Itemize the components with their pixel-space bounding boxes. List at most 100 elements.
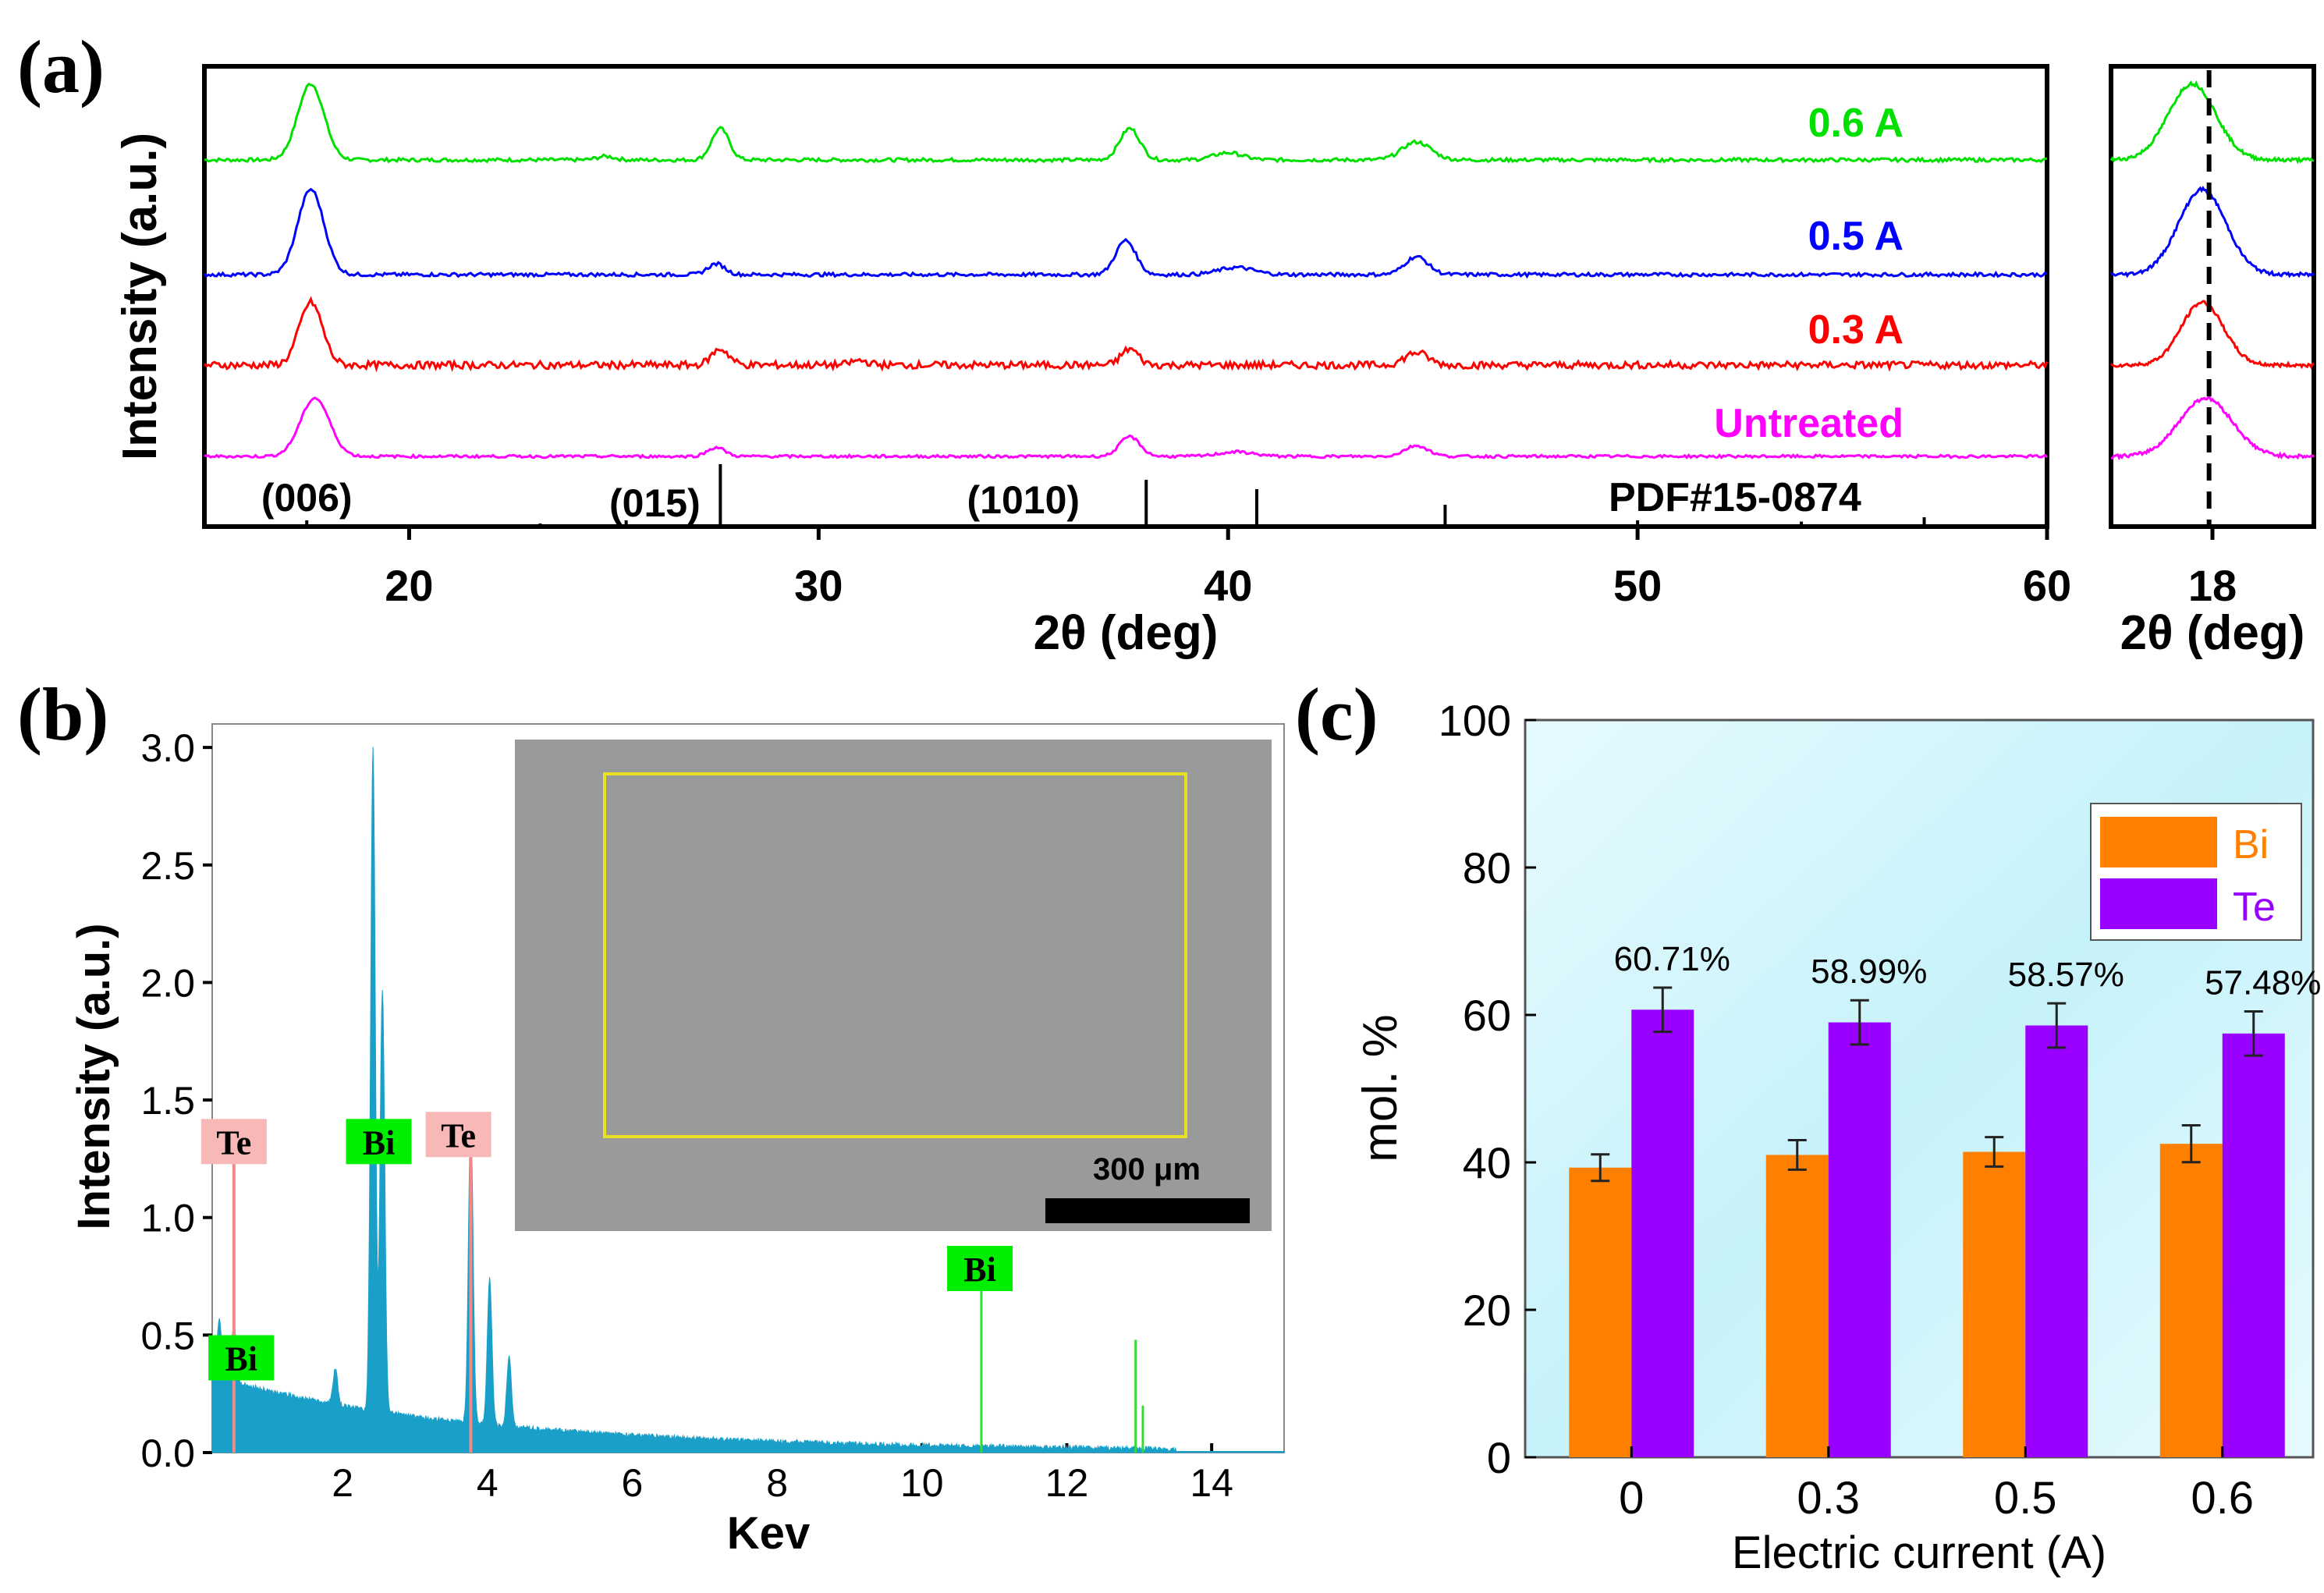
x-tick-label: 4 — [477, 1461, 499, 1505]
element-label-bg — [208, 1335, 275, 1381]
value-label: 58.57% — [2008, 956, 2124, 994]
y-tick-label: 20 — [1463, 1286, 1511, 1335]
panel-a-zoom-frame — [2109, 64, 2316, 529]
panel-a-ylabel: Intensity (a.u.) — [113, 133, 167, 460]
y-tick-label: 3.0 — [140, 726, 195, 770]
x-tick-label: 20 — [385, 561, 433, 610]
panel-a-xlabel: 2θ (deg) — [1034, 606, 1219, 660]
y-tick-label: 1.0 — [140, 1197, 195, 1240]
legend-label-te: Te — [2233, 885, 2276, 930]
value-label: 57.48% — [2205, 963, 2321, 1002]
bar-bi — [2159, 1144, 2223, 1457]
zoom-curve-2 — [2110, 300, 2315, 370]
x-tick-label: 40 — [1204, 561, 1252, 610]
element-label-te: Te — [441, 1116, 476, 1155]
panel-a-zoom-x-axis: 18 — [2188, 527, 2237, 610]
zoom-curve-3 — [2110, 396, 2315, 461]
peak-label: (015) — [609, 481, 701, 525]
bar-bi — [1569, 1167, 1632, 1457]
y-tick-label: 2.5 — [140, 844, 195, 888]
xrd-series: 0.6 A 0.5 A 0.3 A Untreated — [203, 82, 2049, 459]
x-tick-label: 0.3 — [1797, 1473, 1860, 1524]
zoom-curve-0 — [2109, 80, 2315, 165]
peak-label: (1010) — [967, 478, 1080, 522]
x-tick-label: 0.6 — [2191, 1473, 2254, 1524]
y-tick-label: 80 — [1463, 843, 1511, 892]
x-tick-label: 18 — [2188, 561, 2237, 610]
x-tick-label: 0.5 — [1994, 1473, 2057, 1524]
x-tick-label: 0 — [1619, 1473, 1644, 1524]
y-tick-label: 1.5 — [140, 1079, 195, 1123]
panel-b-y-axis: 0.0 0.5 1.0 1.5 2.0 2.5 3.0 — [140, 726, 212, 1475]
y-tick-label: 40 — [1463, 1138, 1511, 1187]
xrd-curve-1 — [203, 187, 2048, 279]
element-label-bi: Bi — [363, 1123, 396, 1162]
y-tick-label: 0.0 — [140, 1432, 195, 1475]
x-tick-label: 6 — [622, 1461, 644, 1505]
legend-swatch-bi — [2100, 817, 2217, 867]
zoom-curve-1 — [2110, 186, 2315, 279]
bar-te — [1631, 1009, 1694, 1457]
x-tick-label: 60 — [2023, 561, 2071, 610]
pdf-reference-label: PDF#15-0874 — [1609, 475, 1861, 520]
bar-te — [1828, 1022, 1891, 1457]
value-label: 58.99% — [1811, 953, 1927, 991]
x-tick-label: 2 — [332, 1461, 353, 1505]
x-tick-label: 8 — [766, 1461, 788, 1505]
x-tick-label: 14 — [1190, 1461, 1233, 1505]
xrd-curve-0 — [204, 82, 2048, 164]
element-label-bi: Bi — [963, 1251, 996, 1289]
element-label-bi: Bi — [225, 1339, 257, 1378]
eds-spectrum — [211, 747, 1285, 1453]
element-label-bg — [346, 1119, 412, 1165]
panel-a-x-axis: 20 30 40 50 60 — [385, 527, 2071, 610]
panel-b-xlabel: Kev — [727, 1508, 810, 1559]
element-label-bg — [200, 1119, 267, 1165]
bar-te — [2222, 1033, 2285, 1457]
zoom-series — [2109, 80, 2315, 461]
series-label-3: Untreated — [1714, 401, 1904, 446]
panel-a: (a) 20 30 40 50 60 0.6 A0.5 A0.3 AUntreated … — [17, 25, 2071, 660]
series-label-1: 0.5 A — [1808, 214, 1904, 259]
panel-a-zoom-xlabel: 2θ (deg) — [2120, 606, 2305, 660]
panel-a-label: (a) — [17, 25, 105, 108]
series-label-2: 0.3 A — [1808, 307, 1904, 353]
y-tick-label: 100 — [1439, 696, 1511, 745]
y-tick-label: 60 — [1463, 991, 1511, 1040]
x-tick-label: 50 — [1613, 561, 1662, 610]
scale-bar-label: 300 μm — [1093, 1152, 1201, 1187]
sem-image — [515, 740, 1272, 1231]
series-label-0: 0.6 A — [1808, 101, 1904, 146]
peak-label: (006) — [261, 476, 353, 520]
sem-selection-box — [603, 772, 1187, 1138]
legend: Bi Te — [2090, 803, 2302, 941]
panel-a-zoom: 18 2θ (deg) — [2109, 64, 2316, 660]
panel-b: (b) 0.0 0.5 1.0 1.5 2.0 2.5 3.0 2 4 6 8 10 12 14 Te B… — [17, 672, 1285, 1559]
panel-c: (c) 0 20 40 60 80 100 60.71% 58.99% 58.57% 57.48… — [1295, 672, 2321, 1578]
panel-c-y-axis: 0 20 40 60 80 100 — [1439, 696, 1536, 1482]
eds-green-lines — [980, 1288, 1144, 1453]
x-tick-label: 30 — [794, 561, 843, 610]
panel-c-ylabel: mol. % — [1354, 1014, 1407, 1162]
x-tick-label: 10 — [900, 1461, 944, 1505]
panel-c-x-axis: 0 0.3 0.5 0.6 — [1619, 1446, 2254, 1524]
sem-inset: 300 μm — [515, 740, 1272, 1231]
panel-c-xlabel: Electric current (A) — [1732, 1527, 2106, 1578]
legend-label-bi: Bi — [2233, 822, 2269, 867]
eds-spectrum-area — [211, 747, 1285, 1453]
element-label-bg — [425, 1112, 491, 1158]
legend-swatch-te — [2100, 878, 2217, 929]
bars: 60.71% 58.99% 58.57% 57.48% — [1569, 940, 2321, 1457]
bar-bi — [1765, 1155, 1829, 1457]
xrd-curve-2 — [203, 296, 2049, 373]
element-label-bg — [947, 1245, 1013, 1291]
value-label: 60.71% — [1614, 940, 1730, 978]
x-tick-label: 12 — [1045, 1461, 1089, 1505]
scale-bar — [1045, 1198, 1250, 1223]
xrd-curve-3 — [204, 396, 2049, 459]
y-tick-label: 0 — [1487, 1433, 1511, 1482]
panel-c-label: (c) — [1295, 672, 1378, 756]
peak-labels: (006) (015) (1010) — [261, 476, 1080, 525]
bar-te — [2025, 1025, 2088, 1457]
